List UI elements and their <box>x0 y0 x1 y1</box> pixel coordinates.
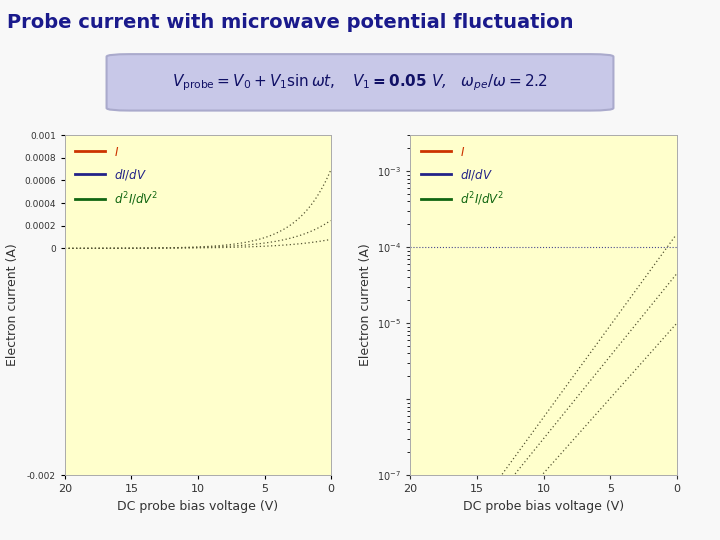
X-axis label: DC probe bias voltage (V): DC probe bias voltage (V) <box>117 500 279 513</box>
Text: Probe current with microwave potential fluctuation: Probe current with microwave potential f… <box>7 14 574 32</box>
Legend: $I$, $dI/dV$, $d^2I/dV^2$: $I$, $dI/dV$, $d^2I/dV^2$ <box>71 141 163 212</box>
FancyBboxPatch shape <box>107 54 613 111</box>
Legend: $I$, $dI/dV$, $d^2I/dV^2$: $I$, $dI/dV$, $d^2I/dV^2$ <box>416 141 509 212</box>
Y-axis label: Electron current (A): Electron current (A) <box>6 244 19 367</box>
Text: $V_{\rm probe}=V_0+V_1\sin\omega t,$   $V_1\mathbf{=0.05}$ V,   $\omega_{pe}/\om: $V_{\rm probe}=V_0+V_1\sin\omega t,$ $V_… <box>172 72 548 93</box>
X-axis label: DC probe bias voltage (V): DC probe bias voltage (V) <box>463 500 624 513</box>
Y-axis label: Electron current (A): Electron current (A) <box>359 244 372 367</box>
